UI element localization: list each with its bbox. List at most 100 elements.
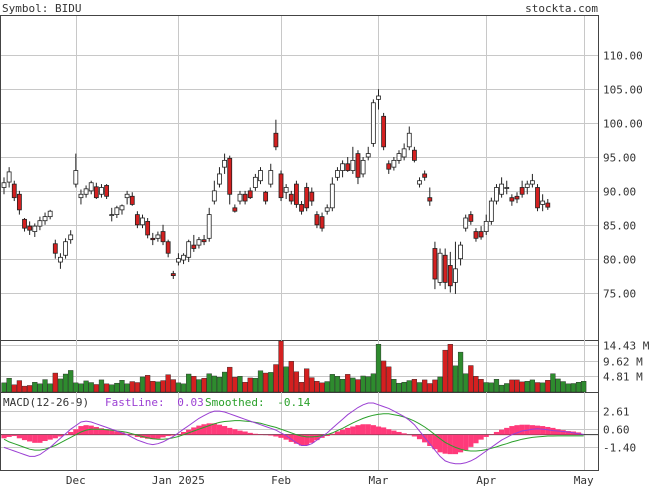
candle-body — [381, 115, 387, 148]
candle — [104, 184, 109, 200]
volume-bar — [411, 379, 418, 393]
candle-body — [16, 193, 22, 211]
volume-bar — [124, 383, 130, 393]
macd-hist-bar — [104, 429, 110, 435]
macd-hist-bar — [196, 425, 202, 435]
candle-body — [396, 153, 402, 161]
macd-hist-bar — [473, 434, 479, 444]
macd-hist-bar — [324, 434, 330, 437]
volume-bar — [509, 379, 515, 393]
candle — [191, 234, 197, 252]
candle — [206, 207, 212, 242]
candle — [340, 160, 345, 178]
candle — [360, 156, 366, 178]
candle-body — [217, 173, 222, 185]
candle — [247, 187, 253, 200]
candle — [391, 156, 397, 171]
macd-hist-bar — [334, 431, 341, 435]
candle-body — [524, 183, 530, 188]
macd-hist-bar — [396, 431, 402, 435]
macd-hist-bar — [293, 434, 300, 444]
macd-hist-bar — [211, 423, 217, 435]
macd-hist-bar — [150, 434, 156, 440]
candle — [217, 167, 222, 188]
volume-bar — [11, 384, 17, 393]
macd-hist-bar — [514, 425, 520, 435]
candle — [186, 239, 192, 263]
candle-body — [545, 202, 551, 208]
volume-bar — [227, 366, 233, 393]
candle — [365, 146, 371, 161]
candle-body — [335, 170, 340, 178]
candle-body — [201, 239, 207, 243]
macd-hist-bar — [468, 434, 474, 447]
macd-hist-bar — [263, 434, 269, 436]
volume-bar — [180, 383, 187, 393]
macd-hist-bar — [257, 434, 264, 435]
candle — [27, 221, 33, 235]
volume-bar — [391, 379, 397, 393]
candle — [73, 153, 79, 188]
macd-hist-bar — [278, 434, 284, 438]
volume-bar — [170, 379, 176, 393]
macd-hist-bar — [93, 426, 99, 435]
candle — [47, 209, 53, 220]
candle-body — [509, 197, 515, 202]
volume-bar — [211, 375, 217, 393]
candle-body — [535, 187, 540, 209]
macd-tick-label: -1.40 — [603, 442, 636, 455]
macd-hist-bar — [391, 430, 397, 435]
site-name[interactable]: stockta.com — [525, 2, 598, 15]
candle — [519, 180, 525, 198]
candle-body — [283, 187, 289, 193]
candle — [458, 241, 463, 266]
candle — [504, 180, 510, 195]
macd-hist-bar — [360, 424, 366, 435]
macd-hist-bar — [314, 434, 320, 441]
candle-body — [458, 244, 463, 260]
macd-hist-bar — [175, 434, 182, 435]
volume-bar — [555, 378, 561, 393]
candle-body — [1, 182, 7, 188]
macd-hist-bar — [329, 433, 335, 435]
candle-body — [11, 183, 17, 199]
macd-panel-frame — [0, 392, 599, 471]
macd-hist-bar — [88, 425, 94, 435]
volume-bar — [457, 351, 464, 393]
volume-bar — [442, 349, 448, 393]
candle-body — [504, 187, 510, 189]
price-tick-label: 90.00 — [603, 186, 636, 199]
candle-body — [78, 193, 84, 199]
candle — [222, 153, 227, 174]
volume-bar — [350, 377, 356, 393]
candlestick-series — [1, 89, 551, 294]
symbol-label: Symbol: BIDU — [2, 2, 81, 15]
macd-hist-bar — [221, 426, 228, 435]
candle-body — [437, 252, 443, 283]
volume-bar — [139, 376, 146, 393]
macd-hist-bar — [447, 434, 453, 455]
volume-bar — [427, 383, 433, 393]
candle-body — [160, 231, 166, 243]
candle — [427, 187, 433, 206]
candle-body — [155, 234, 161, 239]
macd-hist-bar — [216, 424, 223, 435]
macd-hist-bar — [11, 434, 17, 437]
candle-body — [140, 217, 145, 226]
candle — [494, 184, 499, 205]
volume-bar — [488, 382, 494, 393]
macd-hist-bar — [98, 428, 105, 435]
macd-hist-bar — [375, 426, 382, 435]
macd-hist-bar — [345, 427, 351, 435]
candle-body — [83, 188, 89, 195]
candle-body — [6, 171, 12, 183]
candle-body — [58, 256, 63, 263]
price-tick-label: 95.00 — [603, 152, 636, 165]
candle — [22, 217, 27, 232]
macd-hist-bar — [180, 431, 187, 435]
candle — [411, 146, 417, 163]
volume-bar — [314, 381, 320, 393]
candle — [509, 194, 515, 206]
candle — [294, 180, 299, 208]
candle-body — [104, 185, 109, 197]
